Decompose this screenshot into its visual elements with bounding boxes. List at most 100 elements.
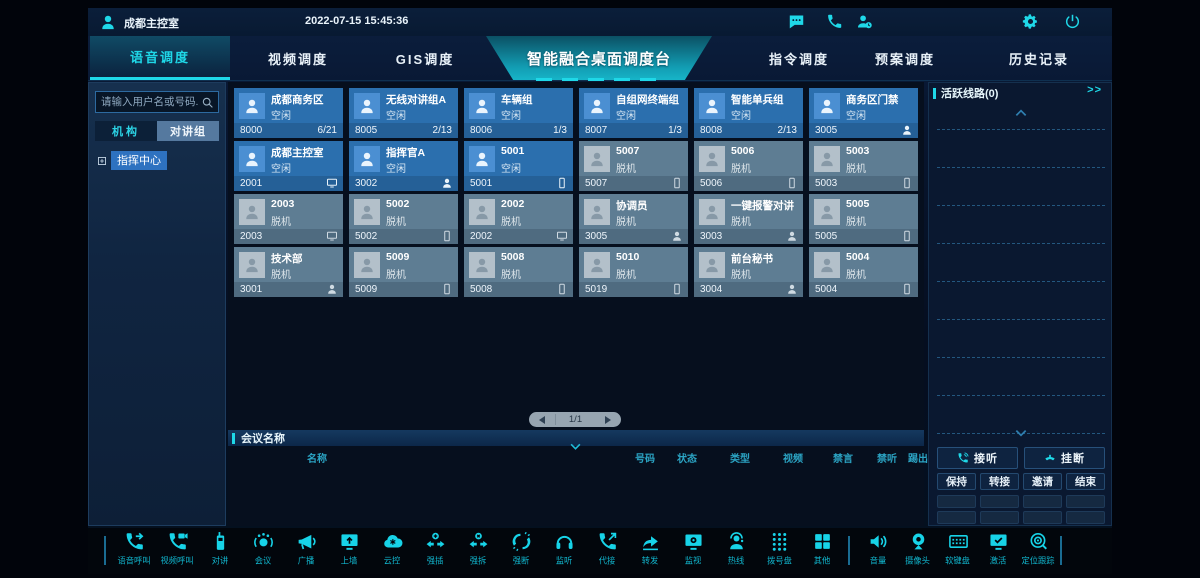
hangup-button[interactable]: 挂断 bbox=[1024, 447, 1105, 469]
device-card[interactable]: 5002 脱机 5002 bbox=[349, 194, 458, 244]
device-card[interactable]: 5009 脱机 5009 bbox=[349, 247, 458, 297]
tab-history[interactable]: 历史记录 bbox=[1008, 51, 1069, 67]
toolbar-button[interactable]: 强断 bbox=[500, 531, 543, 567]
device-card[interactable]: 5006 脱机 5006 bbox=[694, 141, 803, 191]
avatar bbox=[469, 199, 495, 225]
search-input[interactable] bbox=[96, 96, 201, 108]
expand-plus-icon[interactable] bbox=[97, 156, 107, 166]
toolbar-button[interactable]: 激活 bbox=[978, 531, 1018, 567]
answer-button[interactable]: 接听 bbox=[937, 447, 1018, 469]
toolbar-button[interactable]: 音量 bbox=[858, 531, 898, 567]
settings-gear-icon[interactable] bbox=[1022, 13, 1039, 30]
toolbar-button[interactable]: 监视 bbox=[672, 531, 715, 567]
line-action-button[interactable]: 邀请 bbox=[1023, 473, 1062, 490]
toolbar-button[interactable]: 语音呼叫 bbox=[113, 531, 156, 567]
device-card[interactable]: 商务区门禁 空闲 3005 bbox=[809, 88, 918, 138]
toolbar-button[interactable]: 会议 bbox=[242, 531, 285, 567]
toolbar-button[interactable]: 定位跟踪 bbox=[1018, 531, 1058, 567]
device-card[interactable]: 车辆组 空闲 8006 1/3 bbox=[464, 88, 573, 138]
toolbar-button[interactable]: 热线 bbox=[715, 531, 758, 567]
tab-gis-dispatch[interactable]: GIS调度 bbox=[395, 51, 455, 67]
power-icon[interactable] bbox=[1064, 13, 1081, 30]
device-card[interactable]: 前台秘书 脱机 3004 bbox=[694, 247, 803, 297]
device-card[interactable]: 指挥官A 空闲 3002 bbox=[349, 141, 458, 191]
toolbar-button[interactable]: 上墙 bbox=[328, 531, 371, 567]
toolbar-button[interactable]: 视频呼叫 bbox=[156, 531, 199, 567]
tab-voice-dispatch[interactable]: 语音调度 bbox=[90, 36, 230, 80]
toolbar-button[interactable]: 对讲 bbox=[199, 531, 242, 567]
phone-icon[interactable] bbox=[826, 13, 843, 30]
toolbar-button[interactable]: 强插 bbox=[414, 531, 457, 567]
tab-plan-dispatch[interactable]: 预案调度 bbox=[874, 51, 935, 67]
toolbar-button[interactable]: 代接 bbox=[586, 531, 629, 567]
line-action-button[interactable]: 保持 bbox=[937, 473, 976, 490]
toolbar-button[interactable]: 摄像头 bbox=[898, 531, 938, 567]
empty-line-slot bbox=[937, 206, 1105, 244]
app-title: 智能融合桌面调度台 bbox=[486, 36, 712, 80]
empty-action-cell[interactable] bbox=[980, 511, 1019, 524]
empty-line-slot bbox=[937, 168, 1105, 206]
toolbar-button[interactable]: 云控 bbox=[371, 531, 414, 567]
hangup-phone-icon bbox=[1044, 452, 1056, 464]
toolbar-button[interactable]: 监听 bbox=[543, 531, 586, 567]
device-card[interactable]: 5004 脱机 5004 bbox=[809, 247, 918, 297]
device-card[interactable]: 无线对讲组A 空闲 8005 2/13 bbox=[349, 88, 458, 138]
avatar bbox=[814, 146, 840, 172]
device-card[interactable]: 5010 脱机 5019 bbox=[579, 247, 688, 297]
device-card[interactable]: 一键报警对讲 脱机 3003 bbox=[694, 194, 803, 244]
device-number: 8007 bbox=[585, 125, 608, 136]
device-card[interactable]: 智能单兵组 空闲 8008 2/13 bbox=[694, 88, 803, 138]
line-action-button[interactable]: 结束 bbox=[1066, 473, 1105, 490]
tree-node-command-center[interactable]: 指挥中心 bbox=[97, 151, 167, 170]
line-action-button[interactable]: 转接 bbox=[980, 473, 1019, 490]
contact-status-icon[interactable] bbox=[856, 13, 873, 30]
device-card[interactable]: 成都商务区 空闲 8000 6/21 bbox=[234, 88, 343, 138]
tab-command-dispatch[interactable]: 指令调度 bbox=[768, 51, 829, 67]
device-card[interactable]: 成都主控室 空闲 2001 bbox=[234, 141, 343, 191]
device-card[interactable]: 5003 脱机 5003 bbox=[809, 141, 918, 191]
tree-node-label: 指挥中心 bbox=[111, 151, 167, 170]
avatar bbox=[354, 146, 380, 172]
empty-action-cell[interactable] bbox=[1066, 495, 1105, 508]
device-card[interactable]: 5007 脱机 5007 bbox=[579, 141, 688, 191]
chevron-down-icon[interactable] bbox=[1013, 425, 1029, 441]
toolbar-button[interactable]: 转发 bbox=[629, 531, 672, 567]
tab-talk-group[interactable]: 对讲组 bbox=[157, 121, 219, 141]
device-card[interactable]: 5001 空闲 5001 bbox=[464, 141, 573, 191]
empty-line-slot bbox=[937, 358, 1105, 396]
device-status: 空闲 bbox=[501, 164, 521, 175]
toolbar-button[interactable]: 广播 bbox=[285, 531, 328, 567]
device-card[interactable]: 2002 脱机 2002 bbox=[464, 194, 573, 244]
empty-action-cell[interactable] bbox=[937, 511, 976, 524]
toolbar-button[interactable]: 软键盘 bbox=[938, 531, 978, 567]
page-prev-button[interactable] bbox=[529, 412, 555, 427]
device-card[interactable]: 5008 脱机 5008 bbox=[464, 247, 573, 297]
device-card[interactable]: 2003 脱机 2003 bbox=[234, 194, 343, 244]
device-card[interactable]: 协调员 脱机 3005 bbox=[579, 194, 688, 244]
page-indicator: 1/1 bbox=[555, 414, 595, 425]
device-card[interactable]: 自组网终端组 空闲 8007 1/3 bbox=[579, 88, 688, 138]
empty-action-cell[interactable] bbox=[980, 495, 1019, 508]
device-type-icon bbox=[901, 230, 913, 242]
expand-panel-button[interactable]: >> bbox=[1087, 84, 1102, 96]
toolbar-label: 热线 bbox=[728, 556, 745, 566]
message-icon[interactable] bbox=[788, 13, 805, 30]
member-count: 6/21 bbox=[317, 125, 337, 136]
device-status: 脱机 bbox=[846, 164, 866, 175]
toolbar-icon bbox=[1028, 531, 1049, 552]
page-next-button[interactable] bbox=[595, 412, 621, 427]
tab-video-dispatch[interactable]: 视频调度 bbox=[267, 51, 328, 67]
line-action-buttons: 保持 转接 邀请 结束 bbox=[937, 473, 1105, 490]
toolbar-button[interactable]: 其他 bbox=[801, 531, 844, 567]
toolbar-button[interactable]: 拨号盘 bbox=[758, 531, 801, 567]
tab-organization[interactable]: 机构 bbox=[95, 121, 157, 141]
empty-action-cell[interactable] bbox=[1066, 511, 1105, 524]
device-card[interactable]: 5005 脱机 5005 bbox=[809, 194, 918, 244]
empty-action-cell[interactable] bbox=[1023, 495, 1062, 508]
toolbar-label: 广播 bbox=[298, 556, 315, 566]
empty-action-cell[interactable] bbox=[937, 495, 976, 508]
device-card[interactable]: 技术部 脱机 3001 bbox=[234, 247, 343, 297]
search-icon[interactable] bbox=[201, 96, 214, 109]
toolbar-button[interactable]: 强拆 bbox=[457, 531, 500, 567]
empty-action-cell[interactable] bbox=[1023, 511, 1062, 524]
